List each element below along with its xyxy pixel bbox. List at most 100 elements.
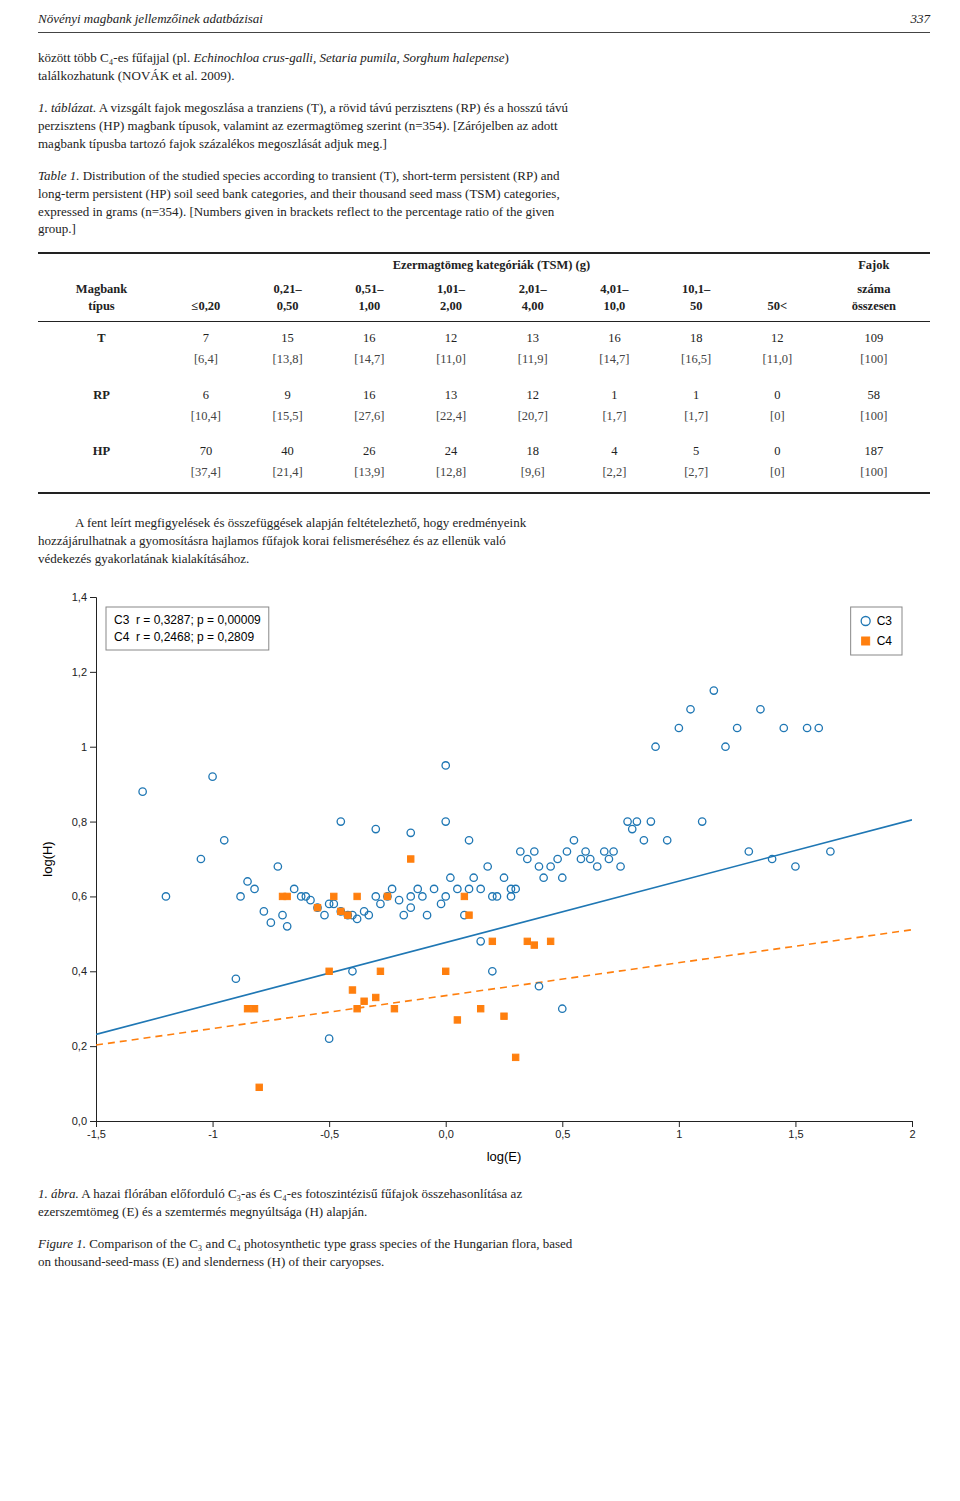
- annotation: C3 r = 0,3287; p = 0,00009: [114, 613, 261, 627]
- point: [139, 788, 146, 795]
- table-caption-en-text: long-term persistent (HP) soil seed bank…: [38, 186, 560, 201]
- point: [493, 893, 500, 900]
- x-tick: 0,5: [555, 1121, 570, 1140]
- table-caption-hu-line: 1. táblázat. A vizsgált fajok megoszlása…: [38, 99, 930, 117]
- point: [349, 968, 356, 975]
- point: [780, 725, 787, 732]
- cell-value: 1: [574, 379, 656, 406]
- y-tick-label: 0,6: [72, 891, 87, 903]
- point: [470, 874, 477, 881]
- point: [244, 1006, 250, 1012]
- point: [307, 897, 314, 904]
- cell-value: 18: [492, 435, 574, 462]
- point: [414, 886, 421, 893]
- point: [563, 848, 570, 855]
- point: [408, 856, 414, 862]
- point: [461, 894, 467, 900]
- series-0: [139, 687, 834, 1042]
- x-tick-label: -1,5: [87, 1128, 106, 1140]
- table-percent-row: [10,4][15,5][27,6][22,4][20,7][1,7][1,7]…: [38, 406, 930, 435]
- y-tick-mark: [90, 672, 96, 673]
- point: [757, 706, 764, 713]
- y-tick: 0,4: [72, 966, 96, 978]
- x-axis: -1,5-1-0,50,00,511,52: [87, 1121, 916, 1140]
- table-header-right: Fajok: [818, 253, 930, 277]
- point: [733, 725, 740, 732]
- table-header-empty: [38, 253, 165, 277]
- point: [477, 886, 484, 893]
- point: [664, 837, 671, 844]
- point: [256, 1085, 262, 1091]
- cell-percent: [14,7]: [328, 349, 410, 378]
- cell-value: 1: [655, 379, 737, 406]
- point: [524, 939, 530, 945]
- point: [377, 969, 383, 975]
- cell-value: 4: [574, 435, 656, 462]
- x-tick-label: 1,5: [788, 1128, 803, 1140]
- cell-percent: [22,4]: [410, 406, 492, 435]
- cell-percent: [9,6]: [492, 462, 574, 492]
- cell-value: 13: [410, 379, 492, 406]
- cell-percent: [2,7]: [655, 462, 737, 492]
- point: [331, 894, 337, 900]
- cell-value: 7: [165, 322, 247, 350]
- column-header-line: száma: [857, 282, 890, 296]
- cell-percent: [13,8]: [247, 349, 329, 378]
- point: [722, 743, 729, 750]
- x-tick-label: 0,0: [439, 1128, 454, 1140]
- legend-symbol: [862, 637, 870, 645]
- point: [388, 886, 395, 893]
- table-head: Ezermagtömeg kategóriák (TSM) (g)FajokMa…: [38, 253, 930, 321]
- cell-value: 24: [410, 435, 492, 462]
- column-header-line: 0,21–: [274, 282, 302, 296]
- cell-value: 109: [818, 322, 930, 350]
- legend: C3C4: [851, 607, 902, 655]
- point: [419, 893, 426, 900]
- point: [372, 893, 379, 900]
- table-header-row: Ezermagtömeg kategóriák (TSM) (g)Fajok: [38, 253, 930, 277]
- body-line: hozzájárulhatnak a gyomosításra hajlamos…: [38, 532, 930, 550]
- x-tick-mark: [446, 1121, 447, 1127]
- body-line: védekezés gyakorlatának kialakításához.: [38, 550, 930, 568]
- table-column-header: 1,01–2,00: [410, 278, 492, 322]
- point: [465, 886, 472, 893]
- y-tick: 1,4: [72, 591, 96, 603]
- cell-percent: [37,4]: [165, 462, 247, 492]
- y-tick-label: 1,4: [72, 591, 87, 603]
- point: [345, 912, 351, 918]
- point: [768, 856, 775, 863]
- cell-percent: [11,0]: [410, 349, 492, 378]
- point: [698, 818, 705, 825]
- point: [442, 762, 449, 769]
- point: [314, 904, 321, 911]
- y-axis-line: [90, 598, 97, 1122]
- header-left: Növényi magbank jellemzőinek adatbázisai: [38, 10, 263, 28]
- point: [640, 837, 647, 844]
- point: [290, 886, 297, 893]
- point: [330, 901, 337, 908]
- point: [594, 863, 601, 870]
- column-header-line: 10,1–: [682, 282, 710, 296]
- cell-percent: [20,7]: [492, 406, 574, 435]
- point: [373, 995, 379, 1001]
- point: [274, 863, 281, 870]
- point: [517, 848, 524, 855]
- x-tick-mark: [213, 1121, 214, 1127]
- y-tick-label: 0,2: [72, 1041, 87, 1053]
- table-caption-en-line: long-term persistent (HP) soil seed bank…: [38, 185, 930, 203]
- cell-percent: [27,6]: [328, 406, 410, 435]
- point: [501, 1013, 507, 1019]
- cell-value: 26: [328, 435, 410, 462]
- table-column-header: ≤0,20: [165, 278, 247, 322]
- column-header-line: ≤0,20: [192, 299, 221, 313]
- annotation-box: C3 r = 0,3287; p = 0,00009C4 r = 0,2468;…: [106, 607, 269, 650]
- regression-line: [96, 930, 912, 1045]
- marks: [96, 687, 912, 1091]
- column-header-line: 1,00: [358, 299, 380, 313]
- point: [617, 863, 624, 870]
- point: [792, 863, 799, 870]
- body-text: A fent leírt megfigyelések és összefüggé…: [38, 514, 930, 568]
- legend-label: C4: [877, 635, 893, 649]
- point: [321, 912, 328, 919]
- y-tick: 0,8: [72, 816, 96, 828]
